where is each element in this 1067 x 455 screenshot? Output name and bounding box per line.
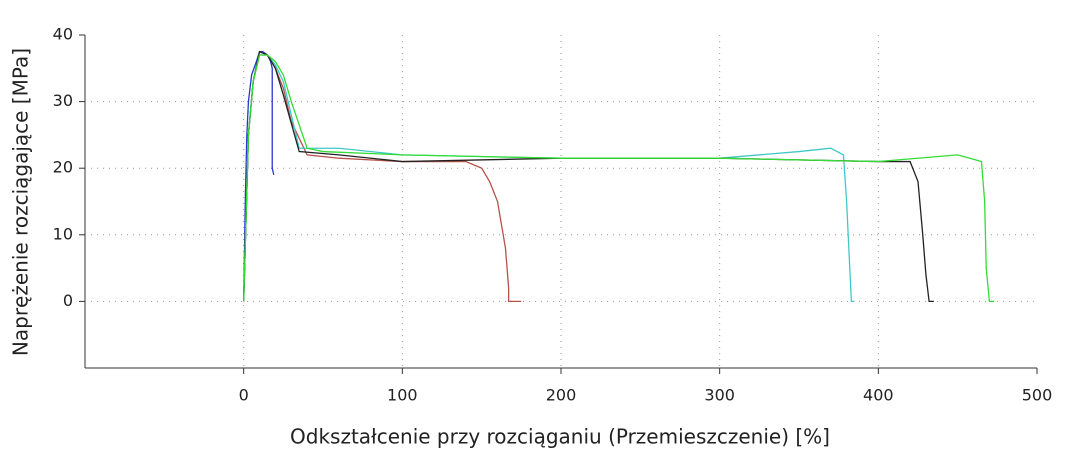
line-series <box>243 54 995 303</box>
line-series <box>243 51 275 302</box>
x-tick-label: 400 <box>863 386 894 405</box>
x-tick-label: 300 <box>704 386 735 405</box>
y-axis-title: Naprężenie rozciągające [MPa] <box>9 48 33 356</box>
x-tick-label: 500 <box>1022 386 1053 405</box>
y-tick-label: 30 <box>53 91 73 110</box>
x-tick-label: 0 <box>239 386 249 405</box>
y-tick-label: 10 <box>53 224 73 243</box>
y-tick-label: 20 <box>53 158 73 177</box>
x-tick-label: 200 <box>546 386 577 405</box>
y-tick-label: 40 <box>53 25 73 44</box>
line-series <box>243 50 855 303</box>
x-axis-title: Odkształcenie przy rozciąganiu (Przemies… <box>290 425 830 449</box>
x-tick-label: 100 <box>387 386 418 405</box>
line-series <box>243 50 934 303</box>
y-tick-label: 0 <box>63 291 73 310</box>
